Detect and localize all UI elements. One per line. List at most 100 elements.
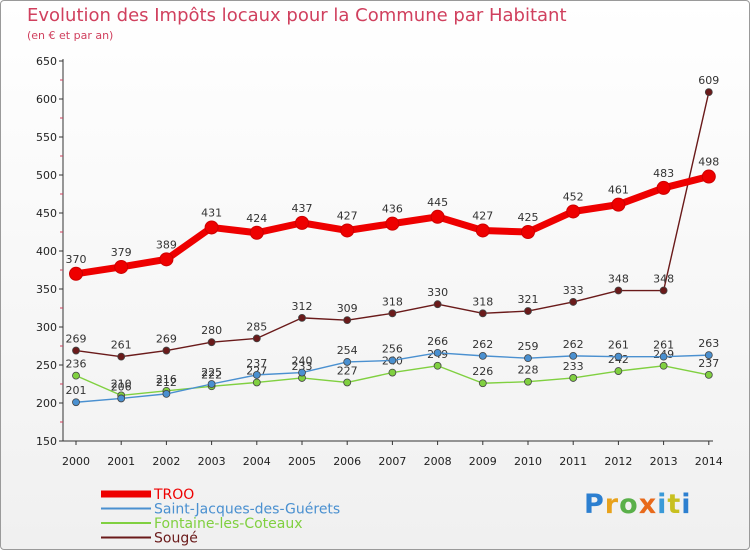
data-label: 498: [698, 156, 719, 169]
data-label: 285: [246, 320, 267, 333]
x-tick-label: 2009: [469, 455, 497, 468]
data-label: 321: [518, 293, 539, 306]
x-tick-label: 2014: [695, 455, 723, 468]
legend-label: TROO: [153, 487, 194, 503]
data-point: [388, 309, 397, 318]
data-label: 348: [653, 273, 674, 286]
data-label: 436: [382, 203, 403, 216]
data-point: [207, 338, 216, 347]
y-tick-label: 500: [36, 169, 57, 182]
data-label: 228: [518, 364, 539, 377]
data-label: 437: [292, 202, 313, 215]
data-label: 318: [472, 295, 493, 308]
data-label: 201: [66, 384, 87, 397]
data-label: 261: [653, 339, 674, 352]
data-point: [204, 220, 219, 235]
x-tick-label: 2000: [62, 455, 90, 468]
data-point: [524, 354, 532, 363]
data-label: 212: [156, 376, 177, 389]
data-label: 389: [156, 238, 177, 251]
data-point: [704, 351, 713, 360]
y-tick-label: 150: [36, 435, 57, 448]
data-point: [385, 216, 400, 231]
data-label: 222: [201, 368, 222, 381]
data-point: [704, 370, 713, 379]
data-point: [611, 197, 626, 212]
data-point: [72, 346, 80, 355]
data-point: [659, 352, 668, 361]
data-point: [340, 223, 355, 238]
data-label: 348: [608, 273, 629, 286]
x-tick-label: 2002: [152, 455, 180, 468]
data-label: 233: [563, 360, 584, 373]
data-label: 425: [518, 211, 539, 224]
y-tick-label: 200: [36, 397, 57, 410]
data-label: 269: [66, 333, 87, 346]
data-label: 216: [156, 373, 177, 386]
data-point: [114, 259, 129, 274]
data-point: [162, 389, 171, 398]
x-tick-label: 2005: [288, 455, 316, 468]
data-label: 227: [337, 364, 358, 377]
data-point: [478, 379, 487, 388]
data-label: 225: [201, 366, 222, 379]
data-label: 318: [382, 295, 403, 308]
data-point: [343, 378, 352, 387]
data-label: 330: [427, 286, 448, 299]
data-label: 445: [427, 196, 448, 209]
data-point: [614, 367, 623, 375]
y-tick-label: 300: [36, 321, 57, 334]
chart-title: Evolution des Impôts locaux pour la Comm…: [27, 5, 567, 26]
data-label: 254: [337, 344, 358, 357]
y-tick-label: 400: [36, 245, 57, 258]
data-point: [656, 180, 671, 195]
data-label: 280: [201, 324, 222, 337]
series-saint-jacques-des-gu-rets: 201 206 212 225 237 240 254 256 266 262 259 262 261 2…: [66, 335, 719, 407]
data-label: 609: [698, 74, 719, 87]
y-tick-label: 550: [36, 131, 57, 144]
x-tick-label: 2007: [378, 455, 406, 468]
x-tick-label: 2006: [333, 455, 361, 468]
data-point: [388, 368, 397, 377]
data-point: [433, 361, 442, 370]
data-label: 262: [472, 338, 493, 351]
legend: TROOSaint-Jacques-des-GuéretsFontaine-le…: [101, 487, 340, 547]
data-label: 370: [66, 253, 87, 266]
data-point: [475, 223, 490, 238]
data-label: 427: [337, 209, 358, 222]
legend-label: Saint-Jacques-des-Guérets: [154, 502, 340, 518]
proxiti-logo: Proxiti: [584, 489, 692, 520]
y-tick-label: 450: [36, 207, 57, 220]
y-tick-label: 250: [36, 359, 57, 372]
x-tick-label: 2008: [424, 455, 452, 468]
data-label: 256: [382, 342, 403, 355]
data-point: [72, 398, 80, 407]
data-label: 431: [201, 206, 222, 219]
data-point: [388, 356, 397, 365]
data-point: [72, 371, 80, 380]
data-point: [252, 378, 261, 387]
data-label: 379: [111, 246, 132, 259]
data-point: [614, 286, 623, 295]
data-point: [569, 351, 578, 360]
data-point: [117, 352, 126, 361]
data-label: 210: [111, 377, 132, 390]
data-point: [430, 209, 445, 224]
data-point: [614, 352, 623, 361]
data-point: [524, 307, 532, 315]
data-point: [478, 351, 487, 360]
data-label: 236: [66, 358, 87, 371]
data-point: [343, 316, 352, 325]
data-point: [569, 374, 578, 382]
x-tick-label: 2012: [604, 455, 632, 468]
data-point: [659, 361, 668, 370]
data-label: 452: [563, 190, 584, 203]
series-troo: 370 379 389 431 424 437 427 436 445 427 425 452 461 4…: [66, 156, 719, 281]
chart-subtitle: (en € et par an): [27, 29, 114, 42]
data-point: [433, 348, 442, 357]
data-label: 240: [292, 355, 313, 368]
data-point: [521, 225, 535, 239]
